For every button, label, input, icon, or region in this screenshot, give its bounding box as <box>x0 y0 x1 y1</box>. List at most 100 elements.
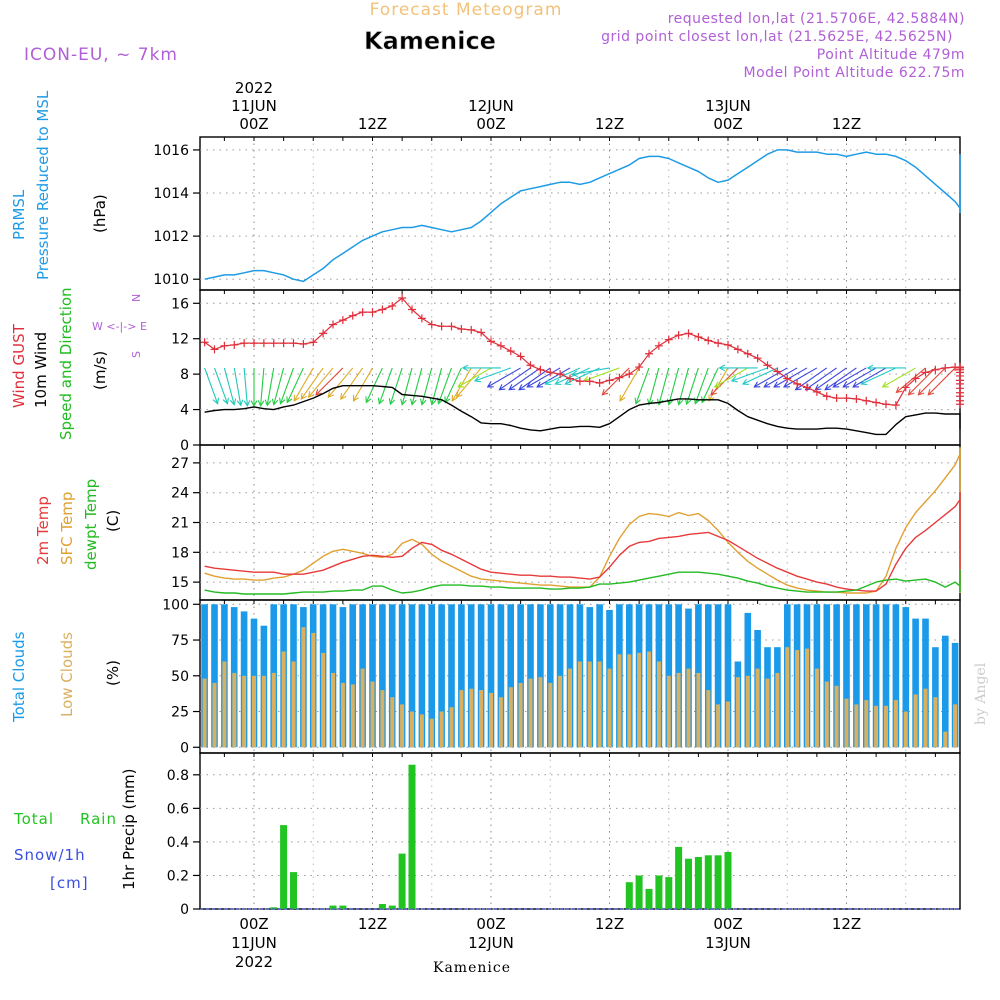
gust-marker <box>901 383 910 392</box>
wind-arrow <box>908 367 936 396</box>
wind-arrow <box>286 367 304 403</box>
wind-arrow-head <box>832 381 840 388</box>
time-label-top: 00Z <box>239 115 268 133</box>
y-tick-label: 100 <box>162 597 189 613</box>
low-cloud-bar <box>903 711 908 748</box>
wind-arrow-head <box>271 398 279 406</box>
requested-coords: requested lon,lat (21.5706E, 42.5884N) <box>668 11 965 27</box>
gust-marker <box>822 392 831 401</box>
y-tick-label: 18 <box>171 545 189 561</box>
gust-marker <box>200 338 209 347</box>
gust-marker <box>862 396 871 405</box>
gust-marker <box>427 320 436 329</box>
gust-marker <box>506 347 515 356</box>
gust-marker <box>654 341 663 350</box>
gust-marker <box>210 345 219 354</box>
y-tick-label: 4 <box>180 403 189 419</box>
wind-arrow-head <box>461 364 469 372</box>
wind-arrow <box>714 367 749 388</box>
wind-arrow <box>243 367 248 406</box>
gust-marker <box>230 340 239 349</box>
wind-arrow-head <box>917 388 925 396</box>
total-cloud-bar <box>705 604 712 748</box>
precip-bars <box>270 764 732 909</box>
gust-marker <box>743 349 752 358</box>
wind-arrow <box>658 367 670 405</box>
gust-marker <box>526 361 535 370</box>
pressure-line <box>204 149 961 283</box>
wind-arrow-head <box>264 399 272 407</box>
rain-bar <box>675 846 683 909</box>
wind-arrow-head <box>866 364 874 372</box>
wind-arrow <box>233 367 242 406</box>
total-cloud-bar <box>398 604 406 748</box>
gust-marker <box>891 401 900 410</box>
wind-arrow-head <box>236 399 244 407</box>
time-label-bottom: 12Z <box>832 915 861 933</box>
rain-bar <box>645 888 653 909</box>
gust-marker <box>447 322 456 331</box>
precip-labels: Total Rain Snow/1h [cm] 1hr Precip (mm) <box>13 769 138 892</box>
wind-arrow-head <box>753 381 761 388</box>
wind-arrow <box>421 367 433 405</box>
time-label-bottom: 2022 <box>235 953 273 971</box>
gust-marker <box>605 376 614 385</box>
low-cloud-bar <box>923 688 928 748</box>
low-cloud-bar <box>943 731 948 748</box>
wind-arrow <box>456 367 482 398</box>
low-cloud-bar <box>202 678 207 748</box>
wind-arrow <box>308 367 334 398</box>
bottom-location: Kamenice <box>433 960 511 976</box>
low-cloud-bar <box>864 700 869 748</box>
low-cloud-bar <box>755 668 760 748</box>
wind-arrow-head <box>676 398 684 406</box>
y-tick-label: 0 <box>180 740 189 756</box>
y-tick-label: 0 <box>180 902 189 918</box>
gust-marker <box>793 379 802 388</box>
total-cloud-bar <box>863 604 870 748</box>
gust-label: Wind GUST <box>10 323 28 408</box>
panel-frame <box>199 444 961 601</box>
low-cloud-bar <box>656 661 661 748</box>
y-tick-label: 0 <box>180 438 189 454</box>
low-cloud-bar <box>913 694 918 748</box>
total-cloud-bar <box>902 607 910 748</box>
total-cloud-bar <box>527 604 534 748</box>
low-cloud-bar <box>508 687 513 748</box>
total-cloud-bar <box>497 604 505 748</box>
low-cloud-bar <box>271 672 276 748</box>
wind-arrow-head <box>544 378 552 385</box>
total-cloud-bar <box>912 618 919 748</box>
total-cloud-bar <box>922 618 929 748</box>
total-cloud-bar <box>211 604 218 748</box>
wind-arrow <box>508 367 541 391</box>
wind-arrow-head <box>300 393 307 401</box>
gust-marker <box>467 325 476 334</box>
total-clouds-label: Total Clouds <box>10 631 28 723</box>
model-altitude: Model Point Altitude 622.75m <box>744 65 965 81</box>
low-cloud-bar <box>607 668 612 748</box>
low-cloud-bar <box>893 700 898 748</box>
gust-marker <box>911 374 920 383</box>
low-cloud-bar <box>311 632 316 748</box>
gust-marker <box>595 379 604 387</box>
low-cloud-bar <box>400 704 405 748</box>
low-cloud-bar <box>291 661 296 748</box>
gust-marker <box>309 338 318 347</box>
low-cloud-bar <box>686 668 691 748</box>
low-cloud-bar <box>577 661 582 748</box>
gust-marker <box>773 367 782 376</box>
y-tick-label: 25 <box>171 705 189 721</box>
low-cloud-bar <box>301 627 306 748</box>
gust-marker <box>269 339 278 348</box>
low-cloud-bar <box>518 682 523 748</box>
gust-marker <box>635 363 644 372</box>
model-label: ICON-EU, ~ 7km <box>24 45 178 65</box>
signature: by Angel <box>973 662 989 725</box>
temp-labels: 2m Temp SFC Temp dewpt Temp (C) <box>34 479 122 570</box>
total-cloud-bar <box>547 604 554 748</box>
total-cloud-bar <box>428 604 435 748</box>
total-cloud-bar <box>408 604 416 748</box>
y-tick-label: 0.8 <box>167 768 189 784</box>
